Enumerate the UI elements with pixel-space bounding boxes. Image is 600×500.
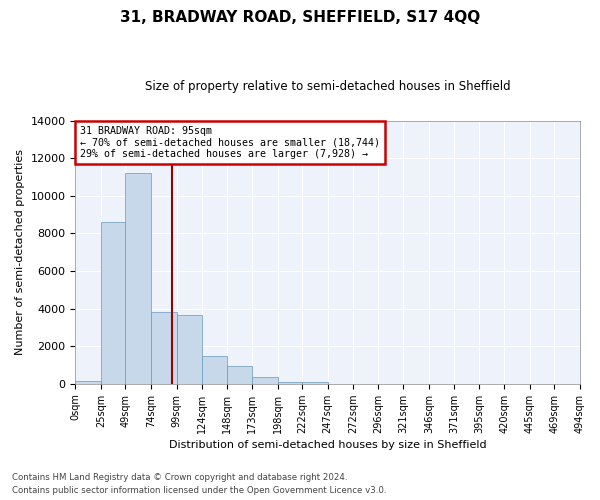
Text: 31 BRADWAY ROAD: 95sqm
← 70% of semi-detached houses are smaller (18,744)
29% of: 31 BRADWAY ROAD: 95sqm ← 70% of semi-det…: [80, 126, 380, 159]
Bar: [101, 222, 125, 384]
Bar: [76, 381, 101, 384]
Bar: [125, 173, 151, 384]
Bar: [151, 312, 176, 384]
Text: 31, BRADWAY ROAD, SHEFFIELD, S17 4QQ: 31, BRADWAY ROAD, SHEFFIELD, S17 4QQ: [120, 10, 480, 25]
Bar: [302, 382, 328, 384]
Bar: [202, 356, 227, 384]
Bar: [278, 382, 302, 384]
Bar: [176, 315, 202, 384]
Bar: [252, 378, 278, 384]
Title: Size of property relative to semi-detached houses in Sheffield: Size of property relative to semi-detach…: [145, 80, 511, 93]
Text: Contains HM Land Registry data © Crown copyright and database right 2024.
Contai: Contains HM Land Registry data © Crown c…: [12, 474, 386, 495]
Bar: [227, 366, 252, 384]
X-axis label: Distribution of semi-detached houses by size in Sheffield: Distribution of semi-detached houses by …: [169, 440, 487, 450]
Y-axis label: Number of semi-detached properties: Number of semi-detached properties: [15, 149, 25, 355]
